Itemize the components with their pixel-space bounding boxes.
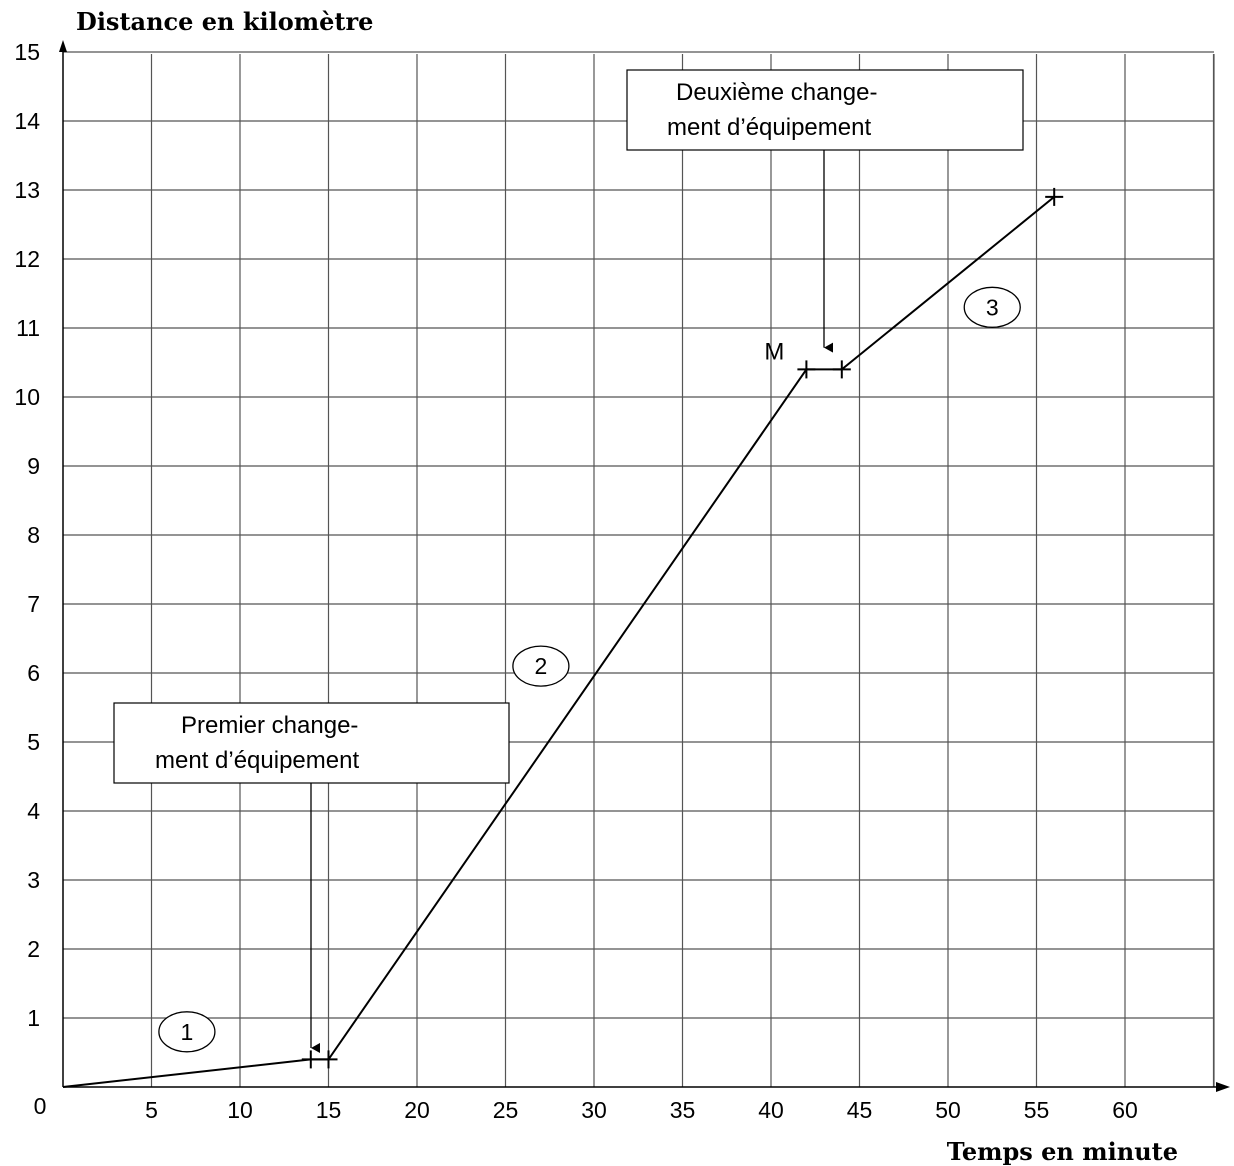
annotation-text: ment d’équipement [155, 747, 359, 774]
x-tick-label: 15 [316, 1097, 342, 1123]
y-tick-label: 9 [27, 453, 40, 479]
y-tick-label: 10 [14, 384, 40, 410]
annotation-text: Deuxième change- [676, 79, 877, 106]
x-axis-title: Temps en minute [947, 1137, 1178, 1166]
x-tick-label: 10 [227, 1097, 253, 1123]
segment-label: 2 [513, 646, 569, 686]
x-tick-label: 60 [1112, 1097, 1138, 1123]
series-line [63, 197, 1054, 1087]
x-tick-label: 55 [1024, 1097, 1050, 1123]
x-axis-arrow-icon [1216, 1082, 1230, 1092]
y-axis-title: Distance en kilomètre [76, 7, 373, 36]
cross-marker [302, 1050, 320, 1068]
x-tick-label: 40 [758, 1097, 784, 1123]
origin-label: 0 [34, 1093, 47, 1119]
y-tick-label: 11 [16, 315, 40, 341]
x-tick-label: 20 [404, 1097, 430, 1123]
y-tick-label: 7 [27, 591, 40, 617]
x-tick-label: 35 [670, 1097, 696, 1123]
y-tick-label: 15 [14, 39, 40, 65]
segment-label: 3 [964, 287, 1020, 327]
y-tick-label: 14 [14, 108, 40, 134]
y-axis-arrow-icon [59, 40, 67, 52]
x-tick-label: 30 [581, 1097, 607, 1123]
svg-text:2: 2 [535, 653, 548, 679]
y-tick-label: 5 [27, 729, 40, 755]
segment-labels: M 1 2 3 [159, 287, 1020, 1052]
annotations: Premier change-ment d’équipementDeuxième… [114, 70, 1023, 1048]
annotation-text: ment d’équipement [667, 114, 871, 141]
y-tick-label: 4 [27, 798, 40, 824]
x-tick-label: 50 [935, 1097, 961, 1123]
y-tick-label: 3 [27, 867, 40, 893]
annotation-callout: Deuxième change-ment d’équipement [627, 70, 1023, 348]
svg-text:1: 1 [181, 1019, 194, 1045]
segment-label: 1 [159, 1012, 215, 1052]
y-tick-label: 1 [27, 1005, 40, 1031]
annotation-text: Premier change- [181, 712, 358, 739]
cross-marker [320, 1050, 338, 1068]
x-tick-label: 25 [493, 1097, 519, 1123]
series [63, 197, 1054, 1087]
y-tick-label: 8 [27, 522, 40, 548]
point-label-m: M [764, 338, 784, 365]
x-tick-label: 5 [145, 1097, 158, 1123]
y-tick-label: 13 [14, 177, 40, 203]
y-tick-label: 2 [27, 936, 40, 962]
cross-marker [797, 360, 815, 378]
x-tick-label: 45 [847, 1097, 873, 1123]
svg-text:3: 3 [986, 294, 999, 320]
y-tick-label: 12 [14, 246, 40, 272]
y-tick-label: 6 [27, 660, 40, 686]
annotation-callout: Premier change-ment d’équipement [114, 703, 509, 1048]
tick-labels: 5101520253035404550556012345678910111213… [14, 39, 1137, 1123]
